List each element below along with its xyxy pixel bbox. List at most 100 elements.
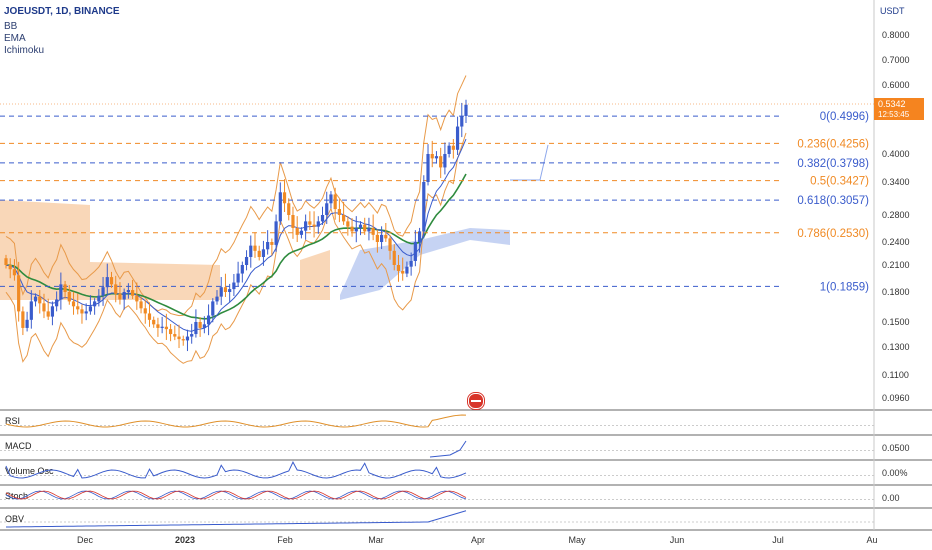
candle-body: [173, 334, 177, 337]
candle-body: [299, 230, 304, 235]
candle-body: [244, 256, 249, 265]
candle-body: [46, 311, 50, 317]
month-label: Dec: [77, 535, 94, 545]
obv-line: [5, 510, 467, 528]
candle-body: [228, 289, 232, 292]
indicator-panes: RSI MACD 0.0500 Volume Osc 0.00% Stoch 0.00 OBV: [0, 409, 932, 531]
countdown-timer: 12:53:45: [878, 110, 910, 119]
candle-body: [156, 324, 160, 328]
candle-body: [329, 194, 333, 204]
candle-body: [215, 296, 219, 302]
candle-body: [325, 203, 329, 215]
candle-body: [312, 224, 316, 227]
candle-body: [97, 295, 101, 302]
price-tick-label: 0.8000: [882, 30, 910, 40]
pane-tick-label: 0.00%: [882, 468, 908, 478]
macd-line: [429, 440, 467, 458]
candle-body: [29, 301, 33, 320]
candle-body: [401, 270, 405, 274]
ichimoku-cloud: [0, 144, 549, 300]
candle-body: [109, 277, 114, 285]
month-label: Jun: [670, 535, 685, 545]
candle-body: [367, 227, 371, 232]
candle-body: [236, 273, 240, 283]
candle-body: [464, 104, 468, 116]
month-label: 2023: [175, 535, 195, 545]
price-axis: USDT0.80000.70000.60000.50000.40000.3400…: [0, 0, 910, 530]
candle-body: [101, 287, 105, 296]
candle-body: [88, 306, 93, 312]
indicator-ichimoku-label[interactable]: Ichimoku: [4, 45, 45, 56]
us-flag-event-icon[interactable]: [468, 393, 484, 409]
ema-line: [5, 138, 467, 332]
month-label: Mar: [368, 535, 384, 545]
candle-body: [363, 224, 367, 232]
candle-body: [139, 301, 143, 309]
candle-body: [223, 287, 228, 292]
candle-body: [190, 334, 194, 337]
time-axis: Dec 2023 Feb Mar Apr May Jun Jul Au: [77, 535, 878, 545]
price-tick-label: 0.2100: [882, 260, 910, 270]
fib-level-label: 0.5(0.3427): [810, 176, 869, 188]
fib-level-label: 0.618(0.3057): [797, 195, 869, 207]
candle-body: [131, 290, 135, 296]
fib-level-label: 0.382(0.3798): [797, 158, 869, 170]
candle-body: [12, 269, 17, 276]
candle-body: [80, 309, 84, 314]
candle-body: [126, 290, 130, 292]
fibonacci-retracement[interactable]: 0(0.4996) 0.236(0.4256) 0.382(0.3798) 0.5(0…: [0, 111, 869, 293]
candle-body: [358, 224, 363, 228]
indicator-bb-label[interactable]: BB: [4, 21, 18, 32]
fib-level-label: 0.786(0.2530): [797, 228, 869, 240]
fib-level-label: 0(0.4996): [820, 111, 869, 123]
candle-body: [426, 154, 430, 182]
candle-body: [342, 215, 346, 222]
candle-body: [135, 295, 139, 302]
candle-body: [413, 242, 417, 261]
candle-body: [50, 306, 55, 317]
bb-lower-path: [5, 132, 467, 364]
month-label: May: [568, 535, 586, 545]
candle-body: [439, 156, 443, 168]
bb-basis-path: [5, 138, 467, 332]
candle-body: [63, 284, 67, 292]
candle-body: [447, 145, 451, 154]
last-price-tag: 0.5342 12:53:45: [874, 98, 924, 120]
candle-body: [388, 238, 392, 251]
price-tick-label: 0.2800: [882, 210, 910, 220]
candle-body: [206, 315, 211, 325]
pane-label: Stoch: [5, 491, 28, 501]
rsi-line: [5, 414, 467, 428]
candle-body: [460, 116, 464, 127]
month-label: Au: [866, 535, 877, 545]
candle-body: [21, 311, 25, 328]
last-price-value: 0.5342: [878, 99, 906, 109]
candle-body: [430, 154, 434, 159]
pane-label: MACD: [5, 441, 32, 451]
price-tick-label: 0.0960: [882, 393, 910, 403]
candle-body: [337, 209, 341, 215]
indicator-ema-label[interactable]: EMA: [4, 33, 26, 44]
candle-body: [42, 303, 46, 312]
price-tick-label: 0.1100: [882, 370, 909, 380]
fib-level-label: 1(0.1859): [820, 281, 869, 293]
cloud-bear-area: [0, 200, 330, 300]
candle-body: [304, 221, 308, 231]
candle-body: [405, 266, 409, 274]
candle-body: [384, 234, 388, 239]
candle-body: [316, 221, 320, 227]
candle-body: [194, 322, 198, 335]
candle-body: [105, 277, 109, 288]
candle-body: [422, 182, 426, 232]
price-tick-label: 0.1300: [882, 342, 910, 352]
candle-body: [249, 245, 253, 257]
candle-body: [308, 221, 312, 225]
candle-body: [261, 249, 266, 257]
symbol-title[interactable]: JOEUSDT, 1D, BINANCE: [4, 6, 120, 17]
candle-body: [122, 292, 126, 300]
candle-body: [417, 231, 422, 242]
candle-body: [33, 296, 38, 302]
candle-body: [181, 339, 185, 341]
candle-body: [291, 215, 295, 228]
